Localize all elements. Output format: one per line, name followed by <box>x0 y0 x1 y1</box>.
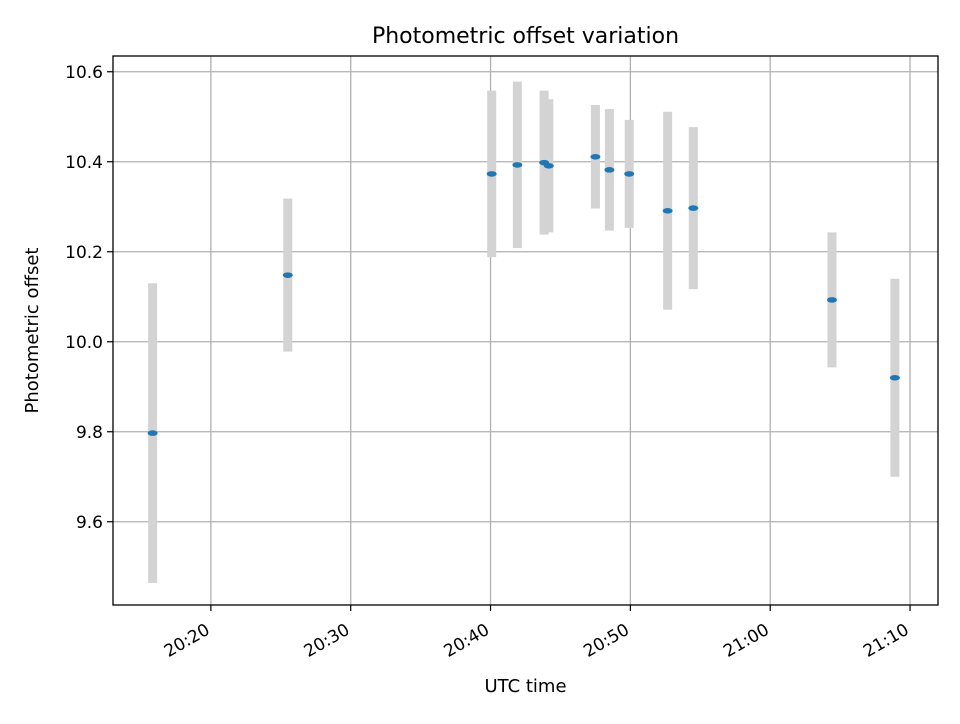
data-point <box>889 374 900 381</box>
plot-frame <box>112 55 939 606</box>
grid-layer <box>113 56 938 605</box>
y-axis-label: Photometric offset <box>22 248 43 414</box>
data-point <box>604 167 615 173</box>
x-tick-label: 20:20 <box>161 620 213 662</box>
y-tick-layer: 9.6 9.8 10.0 10.2 10.4 10.6 <box>65 63 113 533</box>
data-point <box>826 297 837 303</box>
x-tick-label: 21:00 <box>720 620 772 662</box>
data-point <box>662 208 673 214</box>
y-tick-label: 10.6 <box>65 63 103 83</box>
data-point <box>486 171 497 177</box>
x-tick-label: 21:10 <box>860 620 912 662</box>
chart-title: Photometric offset variation <box>372 24 679 49</box>
y-tick-label: 10.2 <box>65 243 103 263</box>
data-point <box>590 154 601 160</box>
data-point <box>688 205 699 211</box>
data-point <box>624 171 635 177</box>
data-point <box>512 162 523 168</box>
data-point <box>543 163 554 169</box>
x-tick-label: 20:30 <box>301 620 353 662</box>
y-tick-label: 10.0 <box>65 333 103 353</box>
y-tick-label: 9.8 <box>76 423 103 443</box>
y-tick-label: 10.4 <box>65 153 103 173</box>
errorbar-layer <box>148 81 900 583</box>
data-point <box>147 430 158 436</box>
marker-layer <box>147 154 900 436</box>
x-tick-layer: 20:20 20:30 20:40 20:50 21:00 21:10 <box>161 605 913 662</box>
x-tick-label: 20:40 <box>441 620 493 662</box>
y-tick-label: 9.6 <box>76 513 103 533</box>
x-axis-label: UTC time <box>484 676 566 697</box>
data-point <box>282 272 293 278</box>
x-tick-label: 20:50 <box>580 620 632 662</box>
